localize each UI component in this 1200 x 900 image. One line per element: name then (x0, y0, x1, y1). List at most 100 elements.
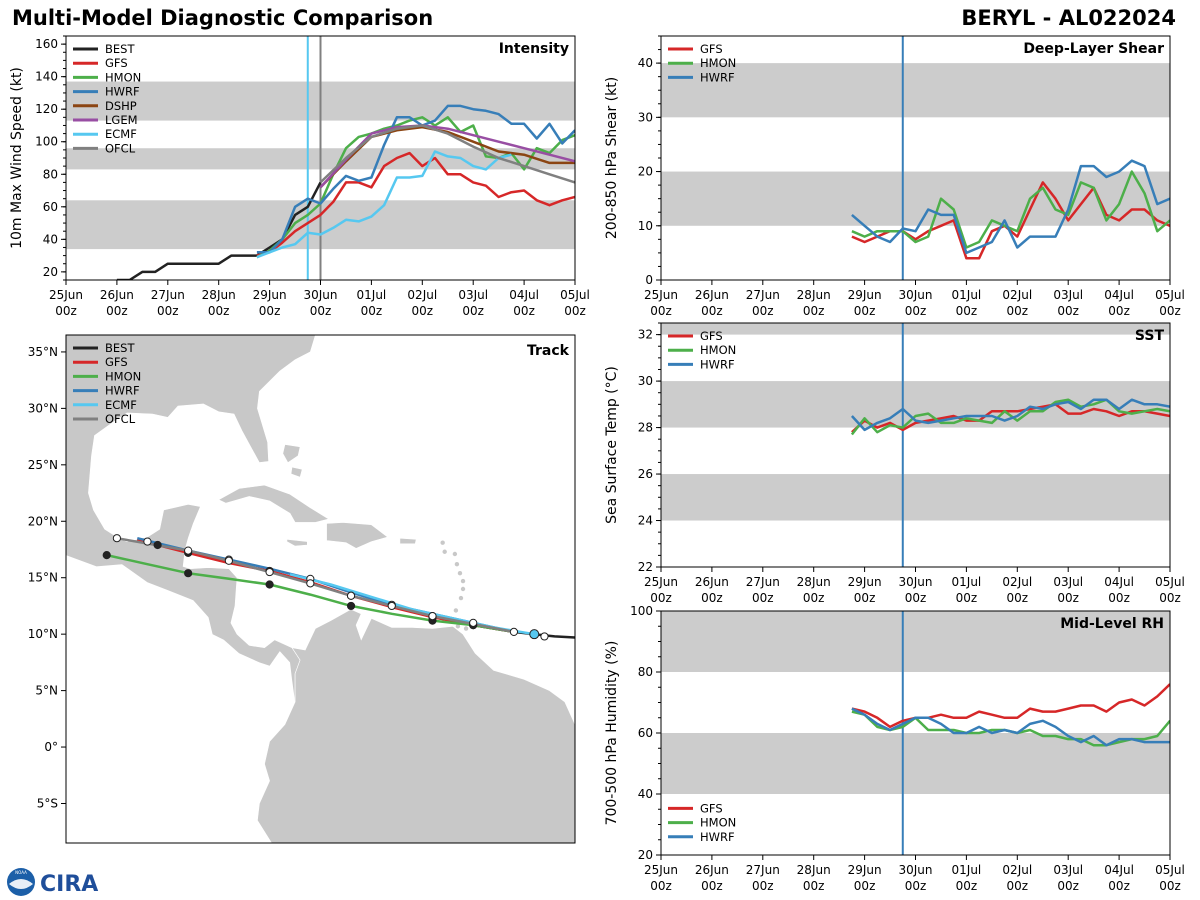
track-panel-title: Track (527, 343, 570, 359)
intensity-x-tick-label-hour: 00z (412, 304, 434, 318)
track-marker-gfs (153, 540, 162, 550)
track-panel: 35°N 30°N 25°N 20°N 15°N 10°N 5°N 0° 5°S Track BES… (28, 334, 576, 844)
rh-y-tick-label: 60 (638, 726, 653, 740)
track-legend-label-hwrf: HWRF (105, 384, 140, 398)
shear-legend-label-hmon: HMON (700, 56, 736, 70)
rh-x-tick-label-hour: 00z (1007, 879, 1029, 893)
rh-x-tick-label-hour: 00z (1159, 879, 1181, 893)
track-marker-hmon (265, 580, 274, 589)
intensity-legend-label-hwrf: HWRF (105, 85, 140, 99)
sst-x-tick-label-date: 30Jun (898, 575, 932, 589)
rh-x-tick-label-date: 28Jun (797, 863, 831, 877)
sst-x-tick-label-date: 28Jun (797, 575, 831, 589)
land-lesser-antilles-10 (455, 624, 461, 629)
intensity-x-tick-label-hour: 00z (106, 304, 128, 318)
sst-x-tick-label-date: 01Jul (952, 575, 982, 589)
rh-legend-label-hwrf: HWRF (700, 830, 735, 844)
pacific-ocean (66, 555, 296, 843)
rh-x-tick-label-hour: 00z (905, 879, 927, 893)
track-marker-best (540, 632, 549, 641)
shear-series-hmon (851, 170, 1170, 249)
cira-logo: NOAA CIRA (7, 868, 98, 897)
track-lat-tick-label: 35°N (28, 345, 58, 359)
intensity-x-tick-label-hour: 00z (157, 304, 179, 318)
rh-x-tick-label-date: 03Jul (1053, 863, 1083, 877)
rh-x-tick-label-date: 05Jul (1155, 863, 1185, 877)
sst-x-tick-label-hour: 00z (1007, 591, 1029, 605)
shear-y-axis-label: 200-850 hPa Shear (kt) (604, 77, 620, 239)
intensity-y-tick-label: 120 (35, 102, 58, 116)
intensity-legend-label-lgem: LGEM (105, 113, 138, 127)
sst-x-tick-label-hour: 00z (1057, 591, 1079, 605)
shear-panel: 0 10 20 30 40 25Jun 00z 26Jun 00z 27Jun 00z 28Jun 00… (604, 35, 1185, 318)
shear-x-tick-label-date: 05Jul (1155, 288, 1185, 302)
shear-shaded-band (661, 171, 1170, 226)
sst-x-tick-label-date: 25Jun (644, 575, 678, 589)
rh-panel-title: Mid-Level RH (1060, 616, 1164, 632)
track-plot-area (66, 335, 575, 843)
rh-x-tick-label-hour: 00z (1108, 879, 1130, 893)
sst-legend-label-hwrf: HWRF (700, 357, 735, 371)
shear-x-tick-label-hour: 00z (1108, 304, 1130, 318)
shear-x-tick-label-hour: 00z (650, 304, 672, 318)
sst-legend-label-hmon: HMON (700, 343, 736, 357)
intensity-panel: 20 40 60 80 100 120 140 160 25Jun 00z 26Jun 00z 27Ju… (9, 35, 590, 318)
sst-x-tick-label-date: 04Jul (1104, 575, 1134, 589)
shear-x-tick-label-date: 01Jul (952, 288, 982, 302)
land-bahamas-south (290, 466, 303, 478)
noaa-seal-text: NOAA (15, 870, 27, 875)
sst-y-tick-label: 32 (638, 328, 653, 342)
shear-x-tick-label-date: 25Jun (644, 288, 678, 302)
shear-x-tick-label-date: 02Jul (1002, 288, 1032, 302)
intensity-x-tick-label-hour: 00z (361, 304, 383, 318)
land-lesser-antilles-6 (452, 551, 458, 557)
shear-panel-title: Deep-Layer Shear (1023, 41, 1164, 57)
sst-x-tick-label-date: 03Jul (1053, 575, 1083, 589)
track-marker-hmon (102, 551, 111, 560)
land-lesser-antilles-9 (463, 626, 469, 631)
land-lesser-antilles-3 (460, 578, 466, 584)
intensity-y-tick-label: 140 (35, 70, 58, 84)
shear-x-tick-label-hour: 00z (1007, 304, 1029, 318)
track-marker-ofcl (346, 591, 356, 600)
track-legend-label-ofcl: OFCL (105, 412, 136, 426)
shear-x-tick-label-hour: 00z (803, 304, 825, 318)
shear-x-tick-label-date: 04Jul (1104, 288, 1134, 302)
sst-y-tick-label: 24 (638, 514, 653, 528)
intensity-x-tick-label-date: 05Jul (560, 288, 590, 302)
land-lesser-antilles-1 (458, 595, 464, 601)
intensity-x-tick-label-hour: 00z (208, 304, 230, 318)
intensity-legend-label-ofcl: OFCL (105, 141, 136, 155)
land-lesser-antilles-5 (454, 561, 460, 567)
sst-x-tick-label-hour: 00z (650, 591, 672, 605)
rh-legend-label-hmon: HMON (700, 816, 736, 830)
land-lesser-antilles-8 (440, 540, 445, 545)
intensity-series-gfs (256, 151, 575, 257)
sst-shaded-band (661, 474, 1170, 521)
track-legend-label-ecmf: ECMF (105, 398, 137, 412)
shear-plot-area (661, 36, 1170, 280)
land-bahamas (282, 444, 301, 464)
track-marker-ofcl (112, 534, 122, 543)
shear-x-tick-label-hour: 00z (1159, 304, 1181, 318)
intensity-plot-area (66, 36, 575, 280)
sst-x-tick-label-date: 02Jul (1002, 575, 1032, 589)
rh-y-tick-label: 40 (638, 787, 653, 801)
track-marker-ofcl (184, 546, 193, 555)
track-marker-hmon (346, 601, 356, 611)
intensity-x-tick-label-date: 04Jul (509, 288, 539, 302)
track-lat-tick-label: 5°S (37, 796, 58, 810)
track-marker-ofcl (387, 601, 396, 611)
rh-x-tick-label-hour: 00z (956, 879, 978, 893)
intensity-x-tick-label-hour: 00z (310, 304, 332, 318)
track-marker-ofcl (224, 556, 233, 565)
shear-x-tick-label-hour: 00z (956, 304, 978, 318)
intensity-y-tick-label: 60 (43, 200, 58, 214)
intensity-series-ofcl (319, 124, 575, 184)
storm-id-title: BERYL - AL022024 (961, 6, 1176, 30)
land-jamaica (286, 538, 308, 547)
intensity-legend-label-hmon: HMON (105, 70, 141, 84)
rh-x-tick-label-date: 29Jun (848, 863, 882, 877)
track-marker-hwrf (469, 618, 478, 627)
shear-legend-label-gfs: GFS (700, 42, 723, 56)
